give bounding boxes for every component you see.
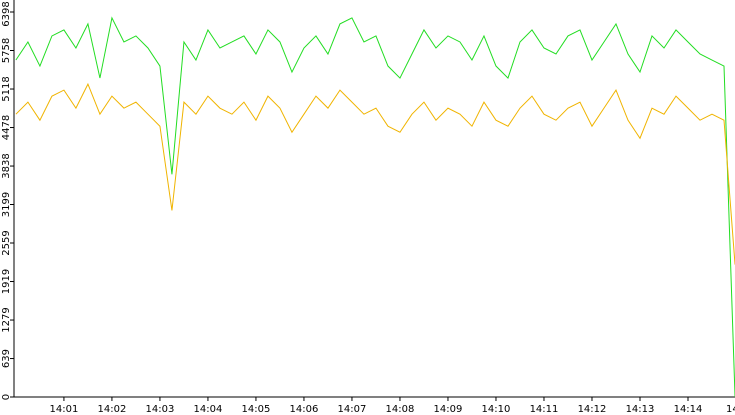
x-tick-label: 14:10 [482,404,511,415]
y-tick-label: 1279 [1,307,12,332]
series-line [15,82,735,265]
x-tick-label: 14:13 [626,404,655,415]
y-tick-label: 3199 [1,192,12,217]
y-tick-label: 5758 [1,38,12,63]
y-tick-label: 4478 [1,115,12,140]
x-tick-label: 14:09 [434,404,463,415]
y-tick-label: 1919 [1,269,12,294]
x-tick-label: 14:14 [674,404,703,415]
x-tick-label: 14:04 [194,404,223,415]
y-tick-label: 639 [1,349,12,368]
series-line [15,16,735,398]
x-tick-label: 14:11 [530,404,559,415]
x-tick-label: 14 [726,404,735,415]
x-tick-label: 14:01 [50,404,79,415]
x-tick-label: 14:06 [290,404,319,415]
x-tick-label: 14:07 [338,404,367,415]
x-tick-label: 14:12 [578,404,607,415]
y-tick-label: 3838 [1,153,12,178]
x-tick-label: 14:03 [146,404,175,415]
y-tick-label: 2559 [1,230,12,255]
x-tick-label: 14:02 [98,404,127,415]
x-tick-label: 14:08 [386,404,415,415]
y-tick-label: 6398 [1,1,12,26]
y-tick-label: 5118 [1,76,12,101]
x-tick-label: 14:05 [242,404,271,415]
y-tick-label: 0 [1,394,12,400]
